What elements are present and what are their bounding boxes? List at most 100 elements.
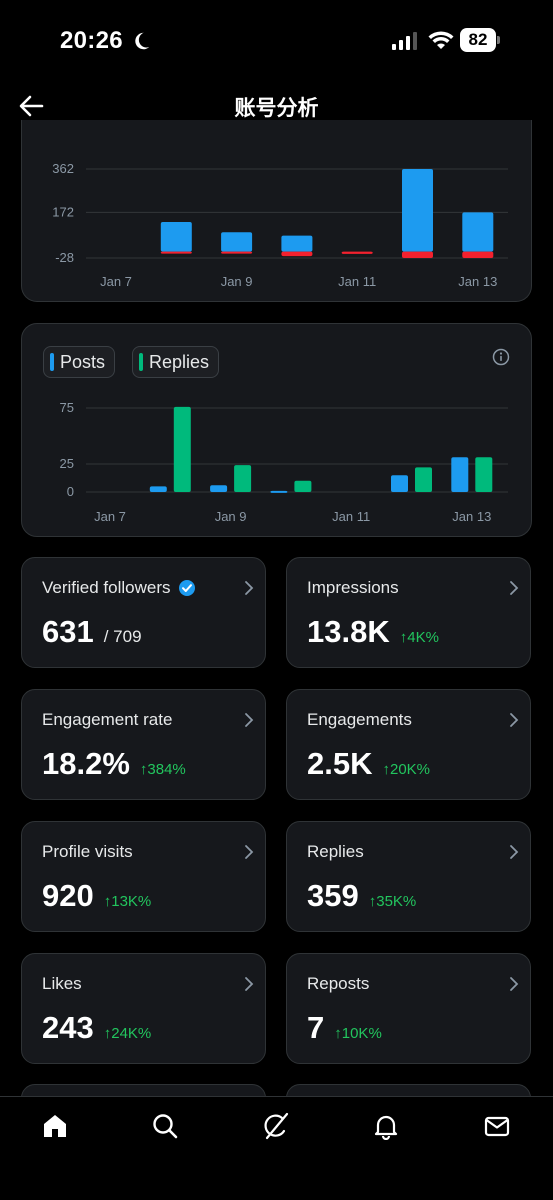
arrow-up-icon: ↑: [139, 761, 148, 778]
messages-icon[interactable]: [483, 1112, 511, 1140]
grok-icon[interactable]: [262, 1112, 290, 1140]
stat-value-row: 2.5K ↑ 20K%: [307, 746, 430, 782]
y-tick-label: 25: [60, 456, 74, 471]
x-tick-label: Jan 11: [338, 274, 376, 289]
arrow-up-icon: ↑: [103, 893, 112, 910]
stat-label: Replies: [307, 842, 364, 861]
home-icon[interactable]: [41, 1112, 69, 1140]
arrow-up-icon: ↑: [368, 893, 377, 910]
search-icon[interactable]: [151, 1112, 179, 1140]
y-tick-label: 362: [52, 161, 74, 176]
stat-label: Engagement rate: [42, 710, 173, 729]
stat-value-row: 13.8K ↑ 4K%: [307, 614, 439, 650]
chevron-right-icon: [245, 977, 254, 991]
bar-posts: [210, 485, 228, 492]
stat-card-impressions[interactable]: Impressions 13.8K ↑ 4K%: [286, 557, 531, 668]
posts-swatch: [50, 353, 54, 371]
stat-value: 18.2%: [42, 746, 130, 781]
y-tick-label: 0: [67, 484, 74, 499]
stat-card-replies[interactable]: Replies 359 ↑ 35K%: [286, 821, 531, 932]
stat-value: 2.5K: [307, 746, 373, 781]
legend-posts[interactable]: Posts: [43, 346, 116, 378]
chevron-right-icon: [245, 713, 254, 727]
moon-icon: [135, 32, 150, 50]
stat-change-value: 20K%: [389, 761, 431, 778]
stat-change-value: 4K%: [407, 629, 439, 646]
stat-change-value: 35K%: [376, 893, 417, 910]
info-icon[interactable]: [492, 348, 510, 366]
legend-replies-label: Replies: [149, 351, 210, 372]
stat-label: Engagements: [307, 710, 412, 729]
stat-value: 631: [42, 614, 94, 649]
arrow-left-icon[interactable]: [18, 93, 44, 119]
stat-value: 359: [307, 878, 359, 913]
x-tick-label: Jan 11: [332, 509, 370, 524]
stat-card-engagements[interactable]: Engagements 2.5K ↑ 20K%: [286, 689, 531, 800]
chevron-right-icon: [245, 845, 254, 859]
stat-label: Likes: [42, 974, 82, 993]
stat-card-engagement-rate[interactable]: Engagement rate 18.2% ↑ 384%: [21, 689, 266, 800]
posts-replies-chart-card[interactable]: Posts Replies 75 25 0 Jan 7 Jan 9 Jan 11 Jan 1…: [21, 323, 532, 537]
bar-series-1: [281, 251, 313, 257]
notifications-icon[interactable]: [372, 1112, 400, 1140]
stat-subvalue: / 709: [103, 627, 142, 646]
stat-card-likes[interactable]: Likes 243 ↑ 24K%: [21, 953, 266, 1064]
stat-value-row: 631 / 709: [42, 614, 142, 650]
stat-card-verified-followers[interactable]: Verified followers 631 / 709: [21, 557, 266, 668]
x-tick-label: Jan 13: [458, 274, 497, 289]
stat-change: ↑ 20K%: [382, 761, 430, 778]
chevron-right-icon: [510, 581, 519, 595]
bar-replies: [415, 467, 432, 492]
stat-label: Profile visits: [42, 842, 133, 861]
stat-change: ↑ 4K%: [400, 629, 439, 646]
y-tick-label: 172: [52, 204, 74, 219]
bar-series-0: [462, 212, 494, 252]
bar-series-1: [402, 251, 433, 258]
legend-replies[interactable]: Replies: [132, 346, 220, 378]
stat-label: Impressions: [307, 578, 399, 597]
bar-replies: [173, 406, 191, 492]
legend-posts-label: Posts: [60, 351, 106, 372]
bar-series-0: [221, 232, 253, 252]
bar-series-0: [402, 169, 433, 252]
bar-series-1: [160, 251, 192, 254]
stat-change-value: 13K%: [111, 893, 152, 910]
arrow-up-icon: ↑: [334, 1025, 342, 1042]
stat-card-reposts[interactable]: Reposts 7 ↑ 10K%: [286, 953, 531, 1064]
posts-replies-chart: 75 25 0 Jan 7 Jan 9 Jan 11 Jan 13: [60, 400, 508, 524]
bar-replies: [234, 465, 252, 492]
stat-change: ↑ 10K%: [334, 1025, 382, 1042]
x-tick-label: Jan 7: [100, 274, 132, 289]
x-tick-label: Jan 13: [452, 509, 491, 524]
bar-posts: [270, 490, 288, 493]
status-time: 20:26: [60, 27, 123, 54]
bar-series-0: [281, 235, 313, 252]
bar-posts: [391, 475, 408, 492]
stat-value: 243: [42, 1010, 94, 1045]
y-tick-label: -28: [55, 250, 74, 265]
stat-change: ↑ 384%: [140, 761, 186, 778]
stat-label-text: Verified followers: [42, 578, 171, 597]
verified-badge-icon: [178, 580, 195, 596]
stat-value-row: 7 ↑ 10K%: [307, 1010, 382, 1046]
bar-series-0: [160, 221, 192, 252]
battery-tip: [497, 36, 500, 44]
chevron-right-icon: [245, 581, 254, 595]
stat-value-row: 920 ↑ 13K%: [42, 878, 151, 914]
chevron-right-icon: [510, 845, 519, 859]
stat-value-row: 243 ↑ 24K%: [42, 1010, 151, 1046]
battery-indicator: 82: [460, 28, 500, 52]
y-tick-label: 75: [60, 400, 74, 415]
wifi-icon: [428, 31, 454, 49]
signal-icon: [392, 32, 417, 50]
stat-label: Reposts: [307, 974, 370, 993]
bar-replies: [475, 457, 493, 492]
bar-replies: [294, 480, 312, 492]
stat-card-profile-visits[interactable]: Profile visits 920 ↑ 13K%: [21, 821, 266, 932]
chevron-right-icon: [510, 977, 519, 991]
x-tick-label: Jan 7: [94, 509, 126, 524]
impressions-chart-card[interactable]: 362 172 -28 Jan 7 Jan 9 Jan 11 Jan 13: [21, 120, 532, 302]
stat-change: ↑ 24K%: [104, 1025, 152, 1042]
impressions-chart: 362 172 -28 Jan 7 Jan 9 Jan 11 Jan 13: [52, 161, 508, 289]
arrow-up-icon: ↑: [103, 1025, 112, 1042]
